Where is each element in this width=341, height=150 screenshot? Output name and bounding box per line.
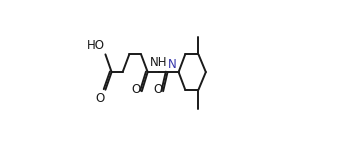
Text: O: O: [95, 92, 105, 105]
Text: O: O: [153, 83, 162, 96]
Text: HO: HO: [87, 39, 105, 52]
Text: O: O: [132, 83, 141, 96]
Text: NH: NH: [150, 56, 167, 69]
Text: N: N: [168, 58, 177, 71]
